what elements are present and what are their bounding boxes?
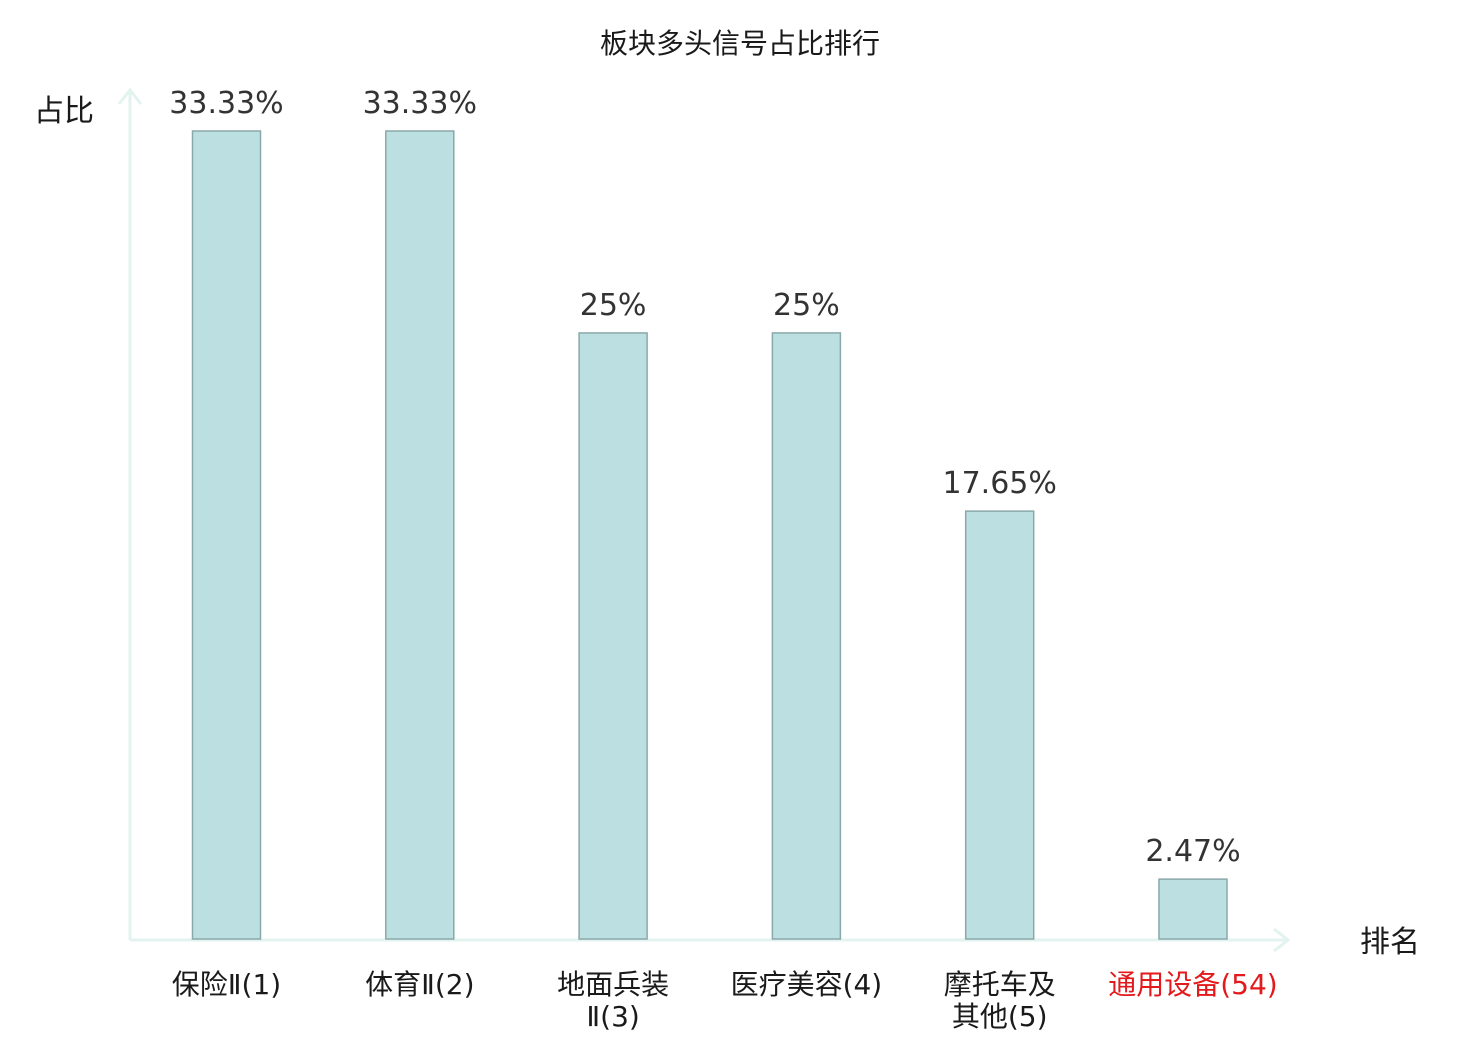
bar	[191, 130, 262, 940]
data-label: 33.33%	[169, 86, 283, 121]
x-tick-label: 摩托车及其他(5)	[944, 968, 1056, 1033]
y-axis-arrow	[117, 87, 143, 105]
x-axis-label: 排名	[1360, 925, 1420, 960]
x-tick-label: 通用设备(54)	[1108, 968, 1277, 1001]
x-tick-label: 保险Ⅱ(1)	[172, 968, 281, 1001]
bar	[964, 510, 1035, 940]
x-tick-label: 地面兵装 Ⅱ(3)	[557, 968, 669, 1033]
x-axis-arrow	[1273, 927, 1291, 953]
y-axis-label: 占比	[34, 94, 94, 129]
bar	[771, 332, 842, 940]
data-label: 2.47%	[1145, 834, 1240, 869]
data-label: 25%	[580, 288, 647, 323]
data-label: 33.33%	[363, 86, 477, 121]
bar	[1158, 878, 1228, 940]
x-tick-label: 医疗美容(4)	[731, 968, 883, 1001]
bar	[385, 130, 455, 940]
bar	[578, 332, 648, 940]
data-label: 25%	[773, 288, 840, 323]
chart-title: 板块多头信号占比排行	[600, 27, 880, 60]
x-tick-label: 体育Ⅱ(2)	[365, 968, 474, 1001]
data-label: 17.65%	[943, 466, 1057, 501]
bars-group: 33.33% 保险Ⅱ(1) 33.33% 体育Ⅱ(2) 25% 地面兵装 Ⅱ(3) 25% 医疗…	[169, 86, 1277, 1033]
